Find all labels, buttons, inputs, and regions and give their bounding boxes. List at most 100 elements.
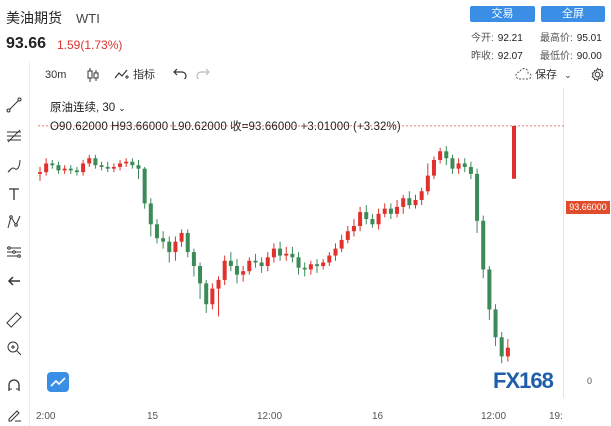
candle (173, 236, 178, 261)
candle (148, 198, 153, 237)
candle (370, 213, 375, 228)
candle (167, 236, 172, 263)
indicators-label: 指标 (133, 69, 156, 81)
last-price: 93.66 (6, 35, 47, 52)
candle (118, 159, 123, 171)
candle (481, 215, 486, 279)
candle (259, 257, 264, 273)
header: 美油期货 WTI 93.66 1.59(1.73%) 交易 全屏 今开: 92.21… (0, 0, 611, 62)
ohlc-legend: O90.62000 H93.66000 L90.62000 收=93.66000… (50, 121, 401, 133)
candle (302, 262, 307, 277)
zoom-in-icon[interactable] (4, 338, 24, 358)
candle (87, 154, 92, 167)
candle (271, 243, 276, 263)
fx168-logo: FX168 (493, 368, 554, 393)
save-button[interactable]: 保存 ⌄ (514, 67, 572, 83)
arrow-left-icon[interactable] (4, 271, 24, 291)
instrument-name: 美油期货 (6, 10, 62, 26)
chevron-down-icon[interactable]: ⌄ (118, 103, 126, 113)
brush-tool-icon[interactable] (4, 156, 24, 176)
candle (462, 158, 467, 173)
candle (253, 253, 258, 268)
indicators-button[interactable]: 指标 (114, 67, 155, 83)
candle (438, 147, 443, 164)
candle (81, 159, 86, 176)
chevron-down-icon: ⌄ (564, 70, 572, 80)
candle (161, 231, 166, 249)
candle (321, 259, 326, 270)
redo-icon[interactable] (196, 67, 210, 83)
trade-button[interactable]: 交易 (470, 6, 535, 22)
candle (198, 262, 203, 300)
instrument-symbol: WTI (76, 11, 100, 26)
candle (339, 234, 344, 253)
ruler-tool-icon[interactable] (4, 310, 24, 330)
candle (431, 156, 436, 180)
instrument-title: 美油期货 WTI (6, 8, 100, 28)
x-tick: 15 (147, 411, 159, 422)
series-name: 原油连续, 30 ⌄ (50, 102, 126, 114)
candle (228, 252, 233, 272)
candle (345, 226, 350, 244)
pattern-tool-icon[interactable] (4, 212, 24, 232)
candle (364, 205, 369, 225)
candle (505, 338, 510, 362)
candle (388, 203, 393, 220)
x-tick: 2:00 (36, 411, 56, 422)
measure-tool-icon[interactable] (4, 242, 24, 262)
candle (38, 166, 42, 181)
settings-gear-icon[interactable] (590, 67, 605, 83)
candle (142, 166, 147, 209)
fib-tool-icon[interactable] (4, 126, 24, 146)
high-quote: 最高价: 95.01 (540, 33, 602, 44)
candle (512, 125, 516, 179)
candle (333, 243, 338, 261)
chart-toolbar: 30m 指标 保存 ⌄ (0, 62, 611, 88)
candle (191, 248, 196, 277)
candle (204, 279, 209, 313)
candle (395, 199, 400, 218)
candle-type-icon[interactable] (86, 67, 100, 83)
text-tool-icon[interactable] (4, 184, 24, 204)
candle (234, 259, 239, 284)
candle (308, 260, 313, 275)
candle (241, 265, 246, 282)
candle (290, 246, 295, 263)
candle (105, 161, 110, 173)
candle (154, 219, 159, 244)
candle (315, 259, 320, 273)
x-tick: 12:00 (257, 411, 283, 422)
trendline-tool-icon[interactable] (4, 95, 24, 115)
candle (493, 304, 498, 346)
magnet-icon[interactable] (4, 376, 24, 396)
candle (487, 265, 492, 320)
candle (210, 283, 215, 310)
tradingview-logo-icon[interactable] (47, 372, 69, 392)
candle (327, 252, 332, 266)
price-scale-divider (563, 88, 564, 398)
candle (296, 252, 301, 275)
candle (222, 255, 227, 286)
candle (62, 165, 67, 174)
candle (68, 165, 73, 174)
candle (475, 168, 480, 233)
candle (284, 246, 289, 261)
candle (111, 163, 116, 173)
candle (56, 161, 61, 174)
candle (456, 158, 461, 174)
save-label: 保存 (535, 69, 558, 81)
candle (265, 252, 270, 272)
lock-drawing-icon[interactable] (4, 404, 24, 424)
candle (124, 158, 129, 167)
candle (130, 158, 135, 169)
candle (468, 161, 473, 180)
candle (50, 159, 55, 169)
undo-icon[interactable] (173, 67, 187, 83)
prev-close-quote: 昨收: 92.07 (471, 51, 523, 62)
fullscreen-button[interactable]: 全屏 (541, 6, 605, 22)
open-quote: 今开: 92.21 (471, 33, 523, 44)
candle (179, 229, 184, 247)
interval-selector[interactable]: 30m (45, 69, 67, 81)
